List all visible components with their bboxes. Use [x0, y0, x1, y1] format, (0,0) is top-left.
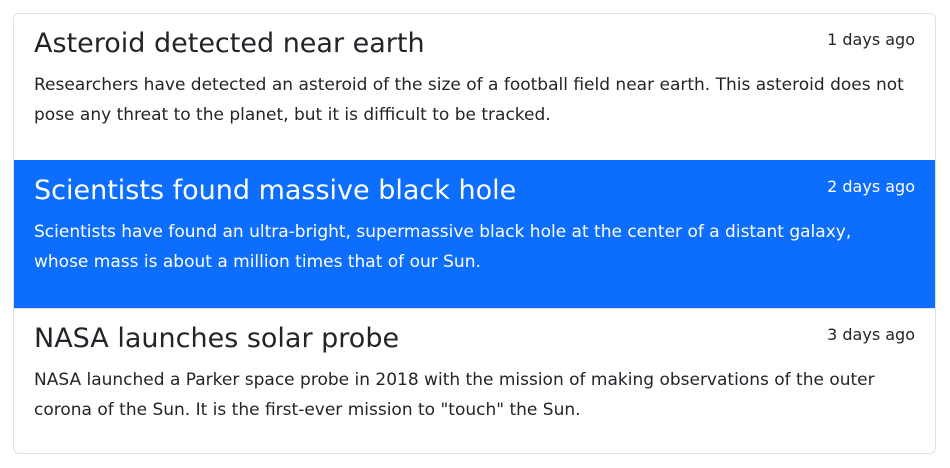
list-item-title: Scientists found massive black hole — [34, 175, 517, 206]
list-item-black-hole[interactable]: Scientists found massive black hole 2 da… — [14, 160, 935, 308]
list-item-header: NASA launches solar probe 3 days ago — [34, 321, 915, 357]
list-item-header: Scientists found massive black hole 2 da… — [34, 173, 915, 209]
list-item-title: NASA launches solar probe — [34, 323, 400, 354]
list-item-asteroid[interactable]: Asteroid detected near earth 1 days ago … — [14, 14, 935, 160]
list-item-time: 1 days ago — [827, 30, 915, 49]
list-item-description: Scientists have found an ultra-bright, s… — [34, 222, 852, 272]
list-item-time: 3 days ago — [827, 325, 915, 344]
list-item-title: Asteroid detected near earth — [34, 28, 425, 59]
list-item-time: 2 days ago — [827, 177, 915, 196]
list-item-header: Asteroid detected near earth 1 days ago — [34, 26, 915, 62]
list-item-description: Researchers have detected an asteroid of… — [34, 75, 904, 125]
list-item-solar-probe[interactable]: NASA launches solar probe 3 days ago NAS… — [14, 308, 935, 453]
news-list: Asteroid detected near earth 1 days ago … — [13, 13, 936, 454]
list-item-description: NASA launched a Parker space probe in 20… — [34, 370, 875, 420]
